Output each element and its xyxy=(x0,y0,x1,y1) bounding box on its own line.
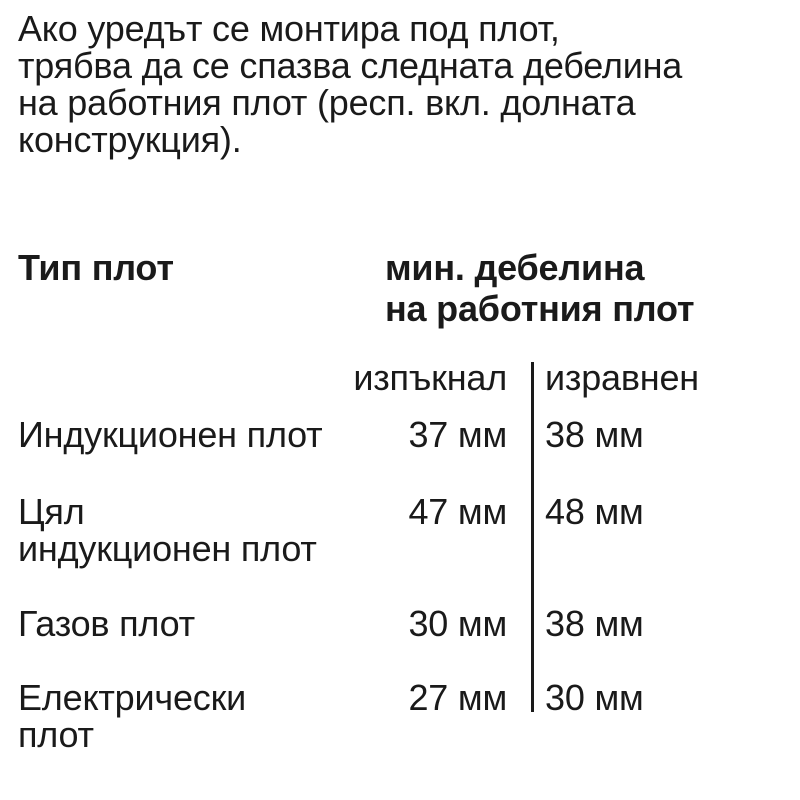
intro-paragraph: Ако уредът се монтира под плот, трябва д… xyxy=(18,10,682,158)
row-label-line: Газов плот xyxy=(18,603,195,644)
row-label-line: плот xyxy=(18,714,94,755)
row-value-proud: 47 мм xyxy=(408,491,507,532)
row-value-flush: 30 мм xyxy=(545,677,644,718)
row-label: Газов плот xyxy=(18,605,195,642)
row-value-proud: 37 мм xyxy=(408,414,507,455)
row-value-flush: 48 мм xyxy=(545,491,644,532)
intro-line-1: Ако уредът се монтира под плот, xyxy=(18,8,560,49)
table-header-min-thickness: мин. дебелина на работния плот xyxy=(385,247,694,329)
column-divider-rule xyxy=(531,362,534,712)
row-label-line: Цял xyxy=(18,491,85,532)
intro-line-3: на работния плот (респ. вкл. долната xyxy=(18,82,636,123)
table-header-type: Тип плот xyxy=(18,247,174,288)
row-label: Цял индукционен плот xyxy=(18,493,317,567)
subheader-proud: изпъкнал xyxy=(353,357,507,398)
row-label-line: Електрически xyxy=(18,677,247,718)
intro-line-4: конструкция). xyxy=(18,119,242,160)
intro-line-2: трябва да се спазва следната дебелина xyxy=(18,45,683,86)
row-value-proud: 27 мм xyxy=(408,677,507,718)
row-value-flush: 38 мм xyxy=(545,414,644,455)
row-value-flush: 38 мм xyxy=(545,603,644,644)
table-header-min-thickness-line-1: мин. дебелина xyxy=(385,247,645,288)
row-label-line: Индукционен плот xyxy=(18,414,323,455)
subheader-flush: изравнен xyxy=(545,357,699,398)
row-label: Индукционен плот xyxy=(18,414,323,455)
row-value-proud: 30 мм xyxy=(408,603,507,644)
table-header-min-thickness-line-2: на работния плот xyxy=(385,288,695,329)
row-label: Електрически плот xyxy=(18,679,246,753)
row-label-line: индукционен плот xyxy=(18,528,317,569)
